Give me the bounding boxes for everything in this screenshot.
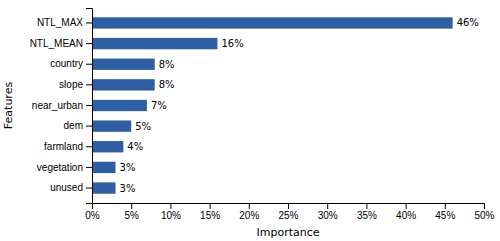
x-tick-mark <box>366 203 367 209</box>
y-tick-label: dem <box>64 120 83 131</box>
y-tick: country <box>50 58 92 69</box>
x-tick-mark <box>484 203 485 209</box>
bar <box>92 17 453 28</box>
data-label: 8% <box>159 59 175 70</box>
y-tick-label: NTL_MAX <box>37 17 83 28</box>
x-tick-label: 30% <box>318 210 338 221</box>
x-tick-mark <box>288 203 289 209</box>
chart: 0% 5% 10% 15% 20% 25% 30% 35% 40% 45% 50% unused veg… <box>0 0 500 241</box>
x-tick: 5% <box>124 203 139 221</box>
y-tick-mark <box>86 105 92 106</box>
x-tick-mark <box>406 203 407 209</box>
bar <box>92 59 155 70</box>
y-tick: NTL_MEAN <box>30 38 92 49</box>
y-tick: vegetation <box>37 162 92 173</box>
x-tick-label: 0% <box>85 210 100 221</box>
y-tick-label: NTL_MEAN <box>30 38 83 49</box>
x-tick: 15% <box>200 203 220 221</box>
x-tick: 10% <box>161 203 181 221</box>
bar <box>92 38 217 49</box>
plot: 0% 5% 10% 15% 20% 25% 30% 35% 40% 45% 50% unused veg… <box>30 9 495 222</box>
bar <box>92 182 116 193</box>
x-tick-label: 40% <box>396 210 416 221</box>
x-tick-mark <box>249 203 250 209</box>
y-tick-label: near_urban <box>32 100 83 111</box>
data-label: 46% <box>457 17 479 28</box>
x-tick: 50% <box>474 203 494 221</box>
x-axis-title: Importance <box>256 226 319 239</box>
y-tick: dem <box>64 120 92 131</box>
y-tick-label: farmland <box>44 141 83 152</box>
data-label: 16% <box>221 38 243 49</box>
y-axis-title: Features <box>2 82 15 130</box>
x-axis: 0% 5% 10% 15% 20% 25% 30% 35% 40% 45% 50% <box>85 203 494 221</box>
x-tick-mark <box>210 203 211 209</box>
y-tick-mark <box>86 22 92 23</box>
x-tick: 35% <box>357 203 377 221</box>
y-tick: farmland <box>44 141 92 152</box>
y-tick-label: slope <box>59 79 83 90</box>
data-label: 5% <box>135 121 151 132</box>
x-tick: 20% <box>239 203 259 221</box>
y-tick-label: vegetation <box>37 162 83 173</box>
y-tick-mark <box>86 146 92 147</box>
y-tick: unused <box>50 182 92 193</box>
data-label: 7% <box>151 100 167 111</box>
y-tick-mark <box>86 167 92 168</box>
x-tick: 45% <box>435 203 455 221</box>
bar <box>92 100 147 111</box>
data-label: 3% <box>120 162 136 173</box>
bar <box>92 162 116 173</box>
bars <box>92 17 453 193</box>
bar <box>92 79 155 90</box>
y-tick-label: unused <box>50 182 83 193</box>
x-tick-mark <box>170 203 171 209</box>
x-axis-line <box>93 204 485 210</box>
data-label: 4% <box>127 141 143 152</box>
bar <box>92 120 131 131</box>
y-tick: near_urban <box>32 100 92 111</box>
x-tick-mark <box>327 203 328 209</box>
y-tick-mark <box>86 188 92 189</box>
data-labels: 3% 3% 4% 5%7% 8% 8% 16% 46% <box>120 17 479 193</box>
y-tick-mark <box>86 64 92 65</box>
y-tick-mark <box>86 84 92 85</box>
bar <box>92 141 123 152</box>
x-tick-label: 35% <box>357 210 377 221</box>
y-axis: unused vegetation farmland dem near_urban slo… <box>30 9 93 204</box>
x-tick: 0% <box>85 203 100 221</box>
y-tick: NTL_MAX <box>37 17 92 28</box>
y-tick-mark <box>86 126 92 127</box>
x-tick-label: 50% <box>474 210 494 221</box>
x-tick-label: 45% <box>435 210 455 221</box>
x-tick-label: 25% <box>278 210 298 221</box>
x-tick-label: 20% <box>239 210 259 221</box>
x-tick-label: 10% <box>161 210 181 221</box>
x-tick: 30% <box>318 203 338 221</box>
x-tick-label: 5% <box>124 210 139 221</box>
y-tick: slope <box>59 79 92 90</box>
x-tick-label: 15% <box>200 210 220 221</box>
x-tick-mark <box>131 203 132 209</box>
x-tick: 25% <box>278 203 298 221</box>
data-label: 3% <box>120 183 136 194</box>
y-axis-line <box>86 9 93 204</box>
x-tick-mark <box>445 203 446 209</box>
x-tick: 40% <box>396 203 416 221</box>
data-label: 8% <box>159 79 175 90</box>
y-tick-mark <box>86 43 92 44</box>
y-tick-label: country <box>50 58 83 69</box>
